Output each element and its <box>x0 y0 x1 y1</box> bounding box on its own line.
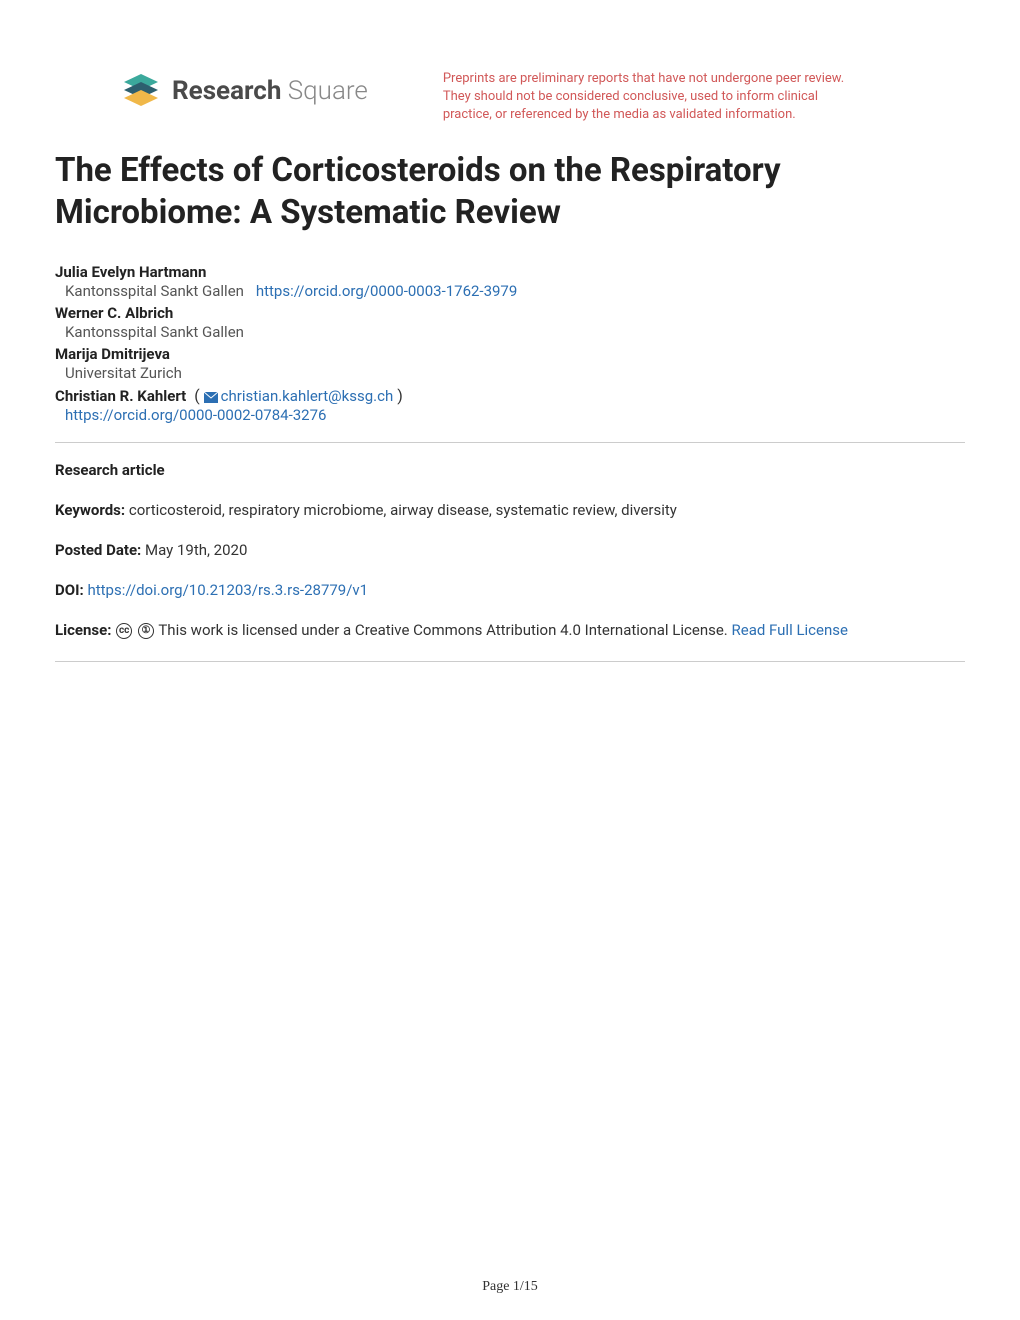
meta-section: Research article Keywords: corticosteroi… <box>55 461 965 639</box>
research-square-logo-icon <box>120 70 162 112</box>
page-footer: Page 1/15 <box>0 1279 1020 1295</box>
divider <box>55 442 965 443</box>
correspondence-wrapper: ( christian.kahlert@kssg.ch ) <box>190 386 403 405</box>
posted-date-label: Posted Date: <box>55 541 141 559</box>
posted-date-value: May 19th, 2020 <box>141 541 247 559</box>
author-affiliation: Kantonsspital Sankt Gallen <box>55 282 244 300</box>
logo-bold: Research <box>172 76 281 106</box>
article-type-label: Research article <box>55 461 165 479</box>
author-orcid-link[interactable]: https://orcid.org/0000-0002-0784-3276 <box>55 406 326 424</box>
logo-light: Square <box>281 76 367 106</box>
author-name: Werner C. Albrich <box>55 304 965 322</box>
author-block: Christian R. Kahlert ( christian.kahlert… <box>55 386 965 424</box>
author-name: Marija Dmitrijeva <box>55 345 965 363</box>
doi-link[interactable]: https://doi.org/10.21203/rs.3.rs-28779/v… <box>87 581 368 599</box>
author-orcid-link[interactable]: https://orcid.org/0000-0003-1762-3979 <box>256 282 517 300</box>
license-label: License: <box>55 621 111 639</box>
article-title: The Effects of Corticosteroids on the Re… <box>55 150 965 236</box>
keywords-row: Keywords: corticosteroid, respiratory mi… <box>55 501 965 519</box>
author-name: Julia Evelyn Hartmann <box>55 263 965 281</box>
author-block: Marija Dmitrijeva Universitat Zurich <box>55 345 965 382</box>
by-icon: ① <box>138 623 154 639</box>
doi-row: DOI: https://doi.org/10.21203/rs.3.rs-28… <box>55 581 965 599</box>
read-full-license-link[interactable]: Read Full License <box>732 621 848 639</box>
logo-text: Research Square <box>172 76 368 106</box>
keywords-label: Keywords: <box>55 501 125 519</box>
author-block: Werner C. Albrich Kantonsspital Sankt Ga… <box>55 304 965 341</box>
preprint-disclaimer: Preprints are preliminary reports that h… <box>443 70 863 125</box>
author-details-row: Kantonsspital Sankt Gallen https://orcid… <box>55 281 965 300</box>
posted-date-row: Posted Date: May 19th, 2020 <box>55 541 965 559</box>
author-details-row: Universitat Zurich <box>55 363 965 382</box>
article-type: Research article <box>55 461 965 479</box>
author-block: Julia Evelyn Hartmann Kantonsspital Sank… <box>55 263 965 300</box>
author-affiliation: Kantonsspital Sankt Gallen <box>55 323 244 341</box>
author-details-row: Kantonsspital Sankt Gallen <box>55 322 965 341</box>
author-email-link[interactable]: christian.kahlert@kssg.ch <box>221 387 394 405</box>
header-row: Research Square Preprints are preliminar… <box>55 70 965 125</box>
authors-list: Julia Evelyn Hartmann Kantonsspital Sank… <box>55 263 965 424</box>
logo: Research Square <box>120 70 368 112</box>
author-name: Christian R. Kahlert <box>55 387 186 405</box>
author-affiliation: Universitat Zurich <box>55 364 182 382</box>
keywords-value: corticosteroid, respiratory microbiome, … <box>125 501 677 519</box>
cc-icon: cc <box>116 623 132 639</box>
envelope-icon <box>204 392 218 403</box>
divider <box>55 661 965 662</box>
author-details-row: https://orcid.org/0000-0002-0784-3276 <box>55 405 965 424</box>
license-row: License: cc ① This work is licensed unde… <box>55 621 965 639</box>
doi-label: DOI: <box>55 581 84 599</box>
license-text: This work is licensed under a Creative C… <box>158 621 731 639</box>
